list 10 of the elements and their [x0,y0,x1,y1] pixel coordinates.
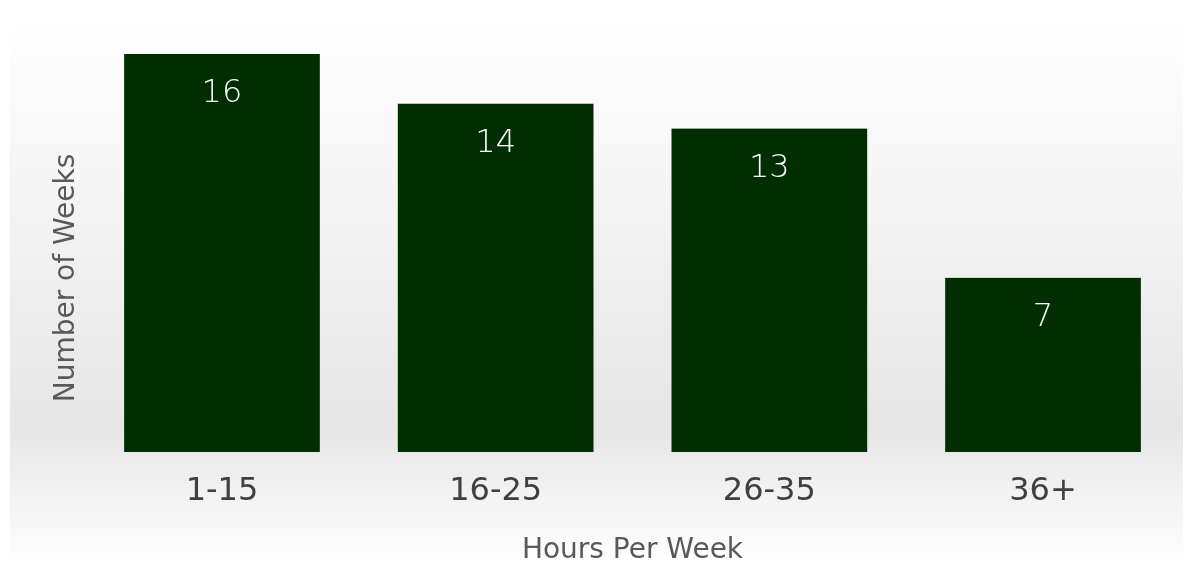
x-tick-label: 36+ [1009,470,1077,509]
x-tick-label: 26-35 [722,470,816,509]
y-axis-title: Number of Weeks [48,153,81,403]
data-label: 13 [748,146,790,185]
data-label: 7 [1032,295,1054,334]
x-axis-title: Hours Per Week [521,532,744,564]
x-tick-label: 1-15 [185,470,259,509]
data-label: 14 [475,121,517,160]
x-tick-label: 16-25 [449,470,543,509]
data-label: 16 [201,72,243,110]
